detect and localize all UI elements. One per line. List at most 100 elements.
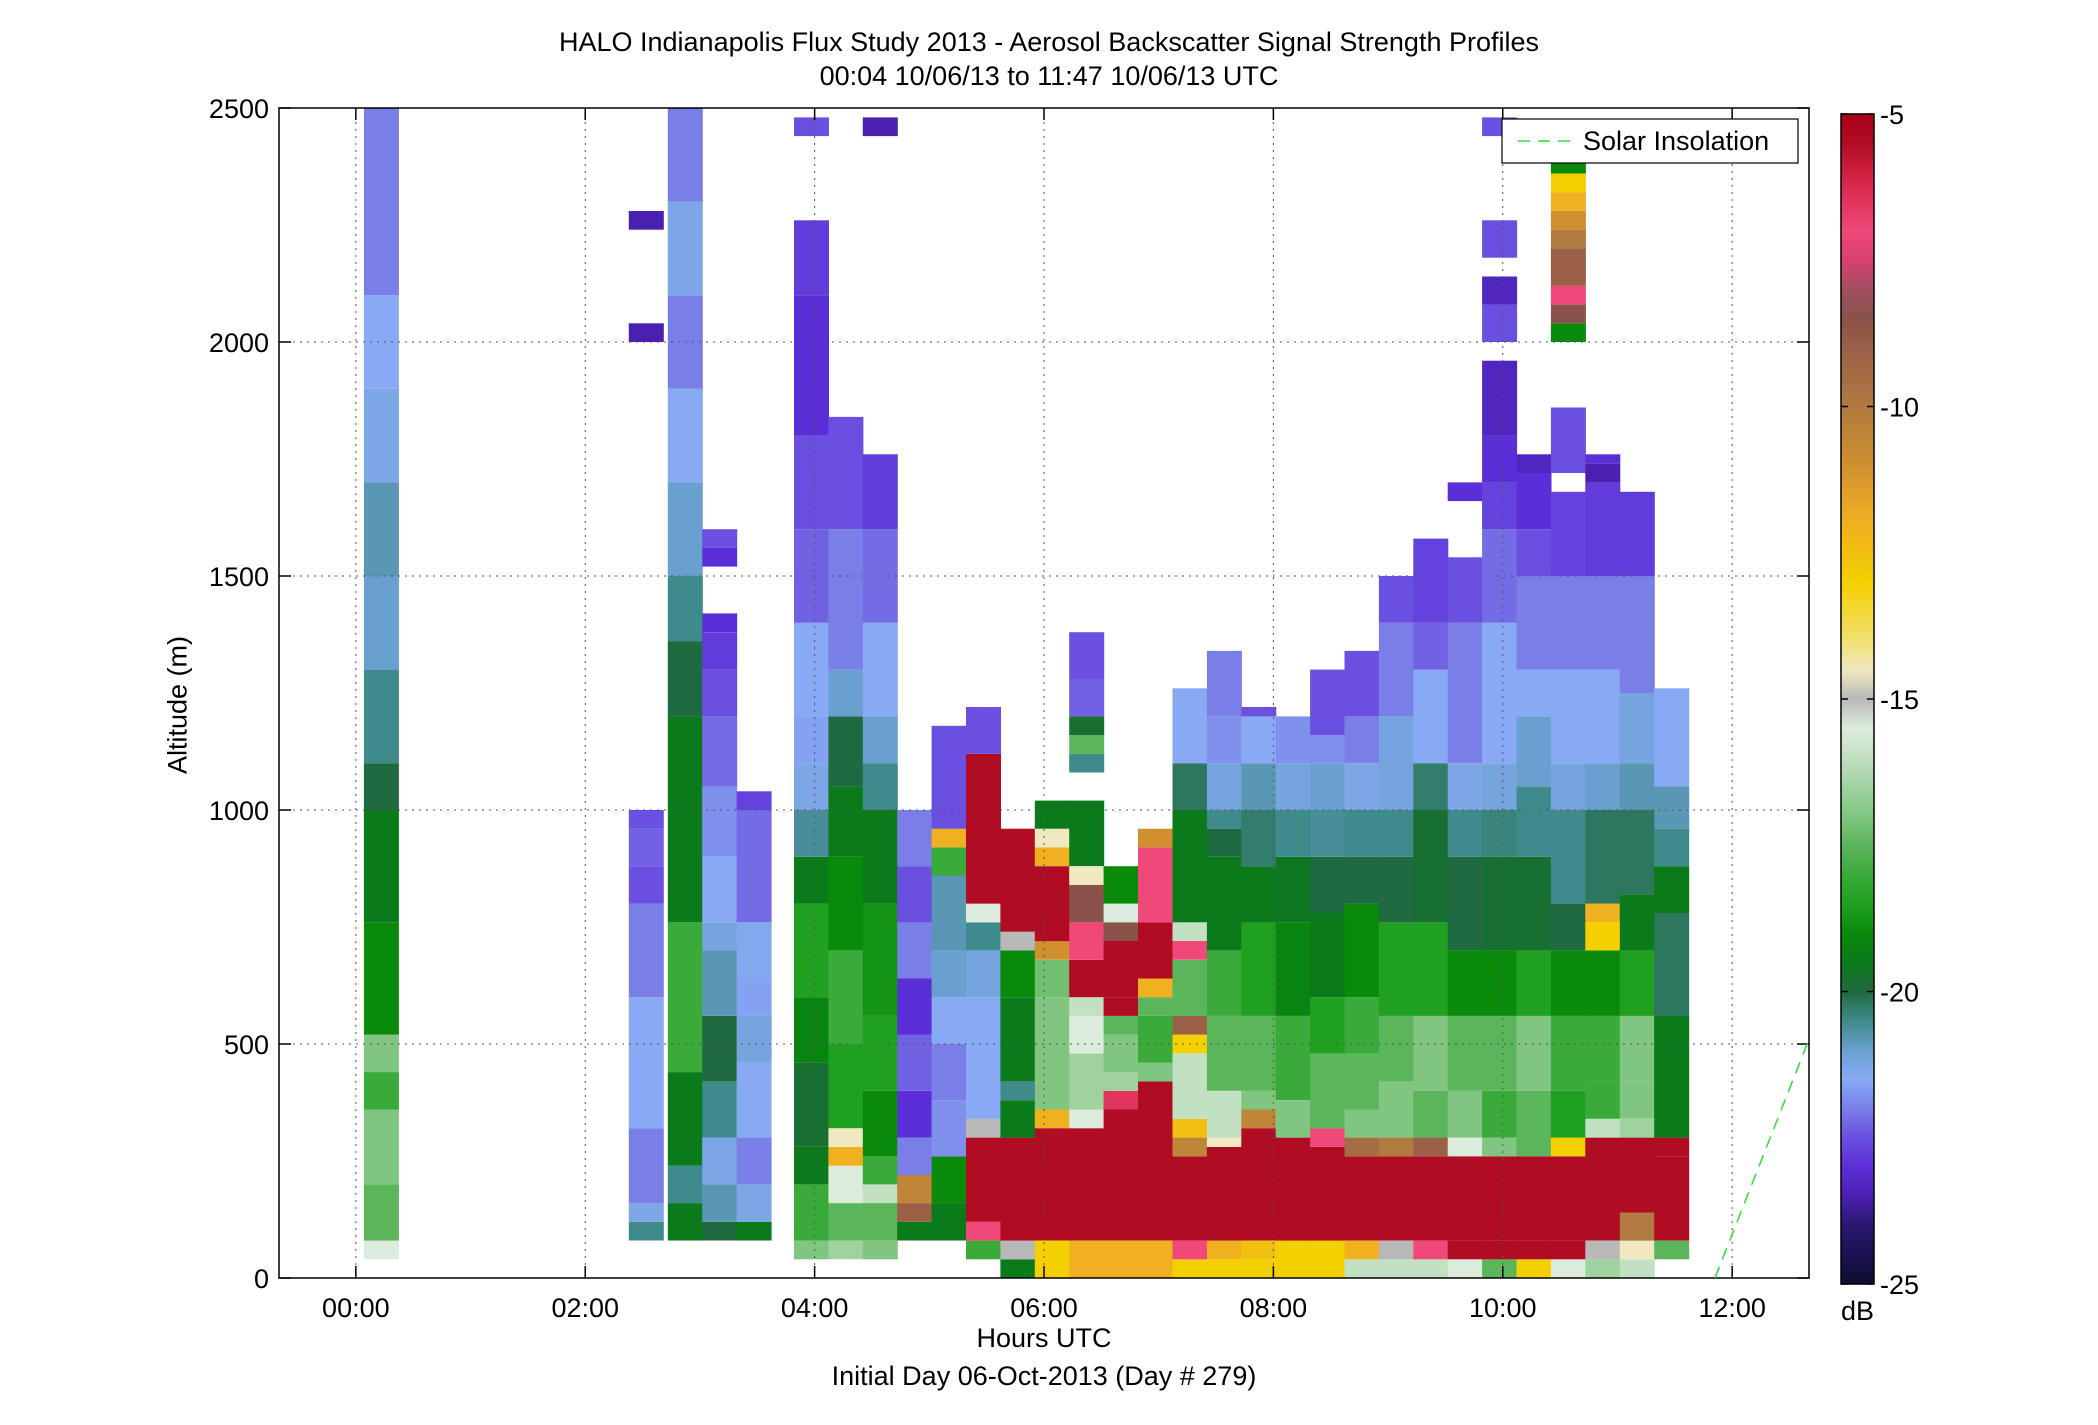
heatmap-cell: [1585, 1015, 1621, 1082]
y-tick-label: 2000: [209, 328, 269, 358]
heatmap-cell: [1550, 1156, 1586, 1241]
heatmap-cell: [1000, 1240, 1036, 1260]
heatmap-cell: [363, 576, 399, 670]
heatmap-cell: [1413, 1259, 1449, 1278]
heatmap-cell: [1275, 1100, 1311, 1138]
heatmap-cell: [1000, 1137, 1036, 1241]
heatmap-cell: [897, 810, 933, 867]
heatmap-cell: [1413, 1090, 1449, 1138]
heatmap-cell: [828, 1240, 864, 1260]
colorbar-tick-label: -15: [1880, 685, 1919, 715]
heatmap-cell: [1069, 1128, 1105, 1241]
heatmap-cell: [1482, 1240, 1518, 1260]
heatmap-cell: [1310, 763, 1346, 810]
heatmap-cell: [1310, 856, 1346, 913]
legend: Solar Insolation: [1501, 118, 1799, 164]
heatmap-cell: [1344, 1156, 1380, 1241]
heatmap-cell: [1344, 903, 1380, 998]
heatmap-cell: [794, 295, 829, 436]
heatmap-cell: [667, 201, 703, 296]
heatmap-cell: [828, 786, 864, 857]
heatmap-cell: [1516, 950, 1552, 1016]
heatmap-cell: [1069, 1109, 1105, 1129]
heatmap-cell: [1550, 576, 1586, 670]
heatmap-cells: [363, 108, 1690, 1278]
colorbar-tick-label: -10: [1880, 393, 1919, 423]
heatmap-cell: [628, 997, 664, 1129]
heatmap-cell: [1172, 1118, 1208, 1138]
heatmap-cell: [736, 978, 772, 1016]
heatmap-cell: [1275, 763, 1311, 810]
heatmap-cell: [1516, 786, 1552, 857]
heatmap-cell: [1585, 1118, 1621, 1138]
heatmap-cell: [1103, 941, 1139, 998]
heatmap-cell: [1378, 622, 1414, 717]
heatmap-cell: [1172, 763, 1208, 810]
heatmap-cell: [1000, 828, 1036, 932]
heatmap-cell: [828, 856, 864, 951]
heatmap-cell: [1654, 828, 1690, 867]
heatmap-cell: [1516, 1090, 1552, 1157]
heatmap-cell: [1206, 650, 1242, 717]
heatmap-cell: [363, 388, 399, 483]
heatmap-cell: [1206, 716, 1242, 764]
heatmap-cell: [1654, 1015, 1690, 1138]
heatmap-cell: [1654, 1240, 1690, 1260]
heatmap-cell: [931, 1156, 967, 1204]
heatmap-cell: [1103, 1072, 1139, 1091]
heatmap-cell: [1172, 1015, 1208, 1035]
heatmap-cell: [862, 1090, 898, 1157]
heatmap-cell: [931, 1203, 967, 1241]
heatmap-cell: [794, 220, 829, 296]
heatmap-cell: [1206, 856, 1242, 951]
heatmap-cell: [1585, 669, 1621, 764]
heatmap-cell: [828, 1203, 864, 1241]
heatmap-cell: [702, 632, 738, 670]
heatmap-cell: [628, 1203, 664, 1222]
heatmap-cell: [1378, 716, 1414, 810]
heatmap-cell: [1206, 1090, 1242, 1138]
heatmap-cell: [363, 1109, 399, 1185]
heatmap-cell: [1550, 192, 1586, 211]
heatmap-cell: [1654, 913, 1690, 1016]
y-axis-label: Altitude (m): [162, 635, 193, 775]
heatmap-cell: [1482, 1090, 1518, 1138]
heatmap-cell: [1585, 903, 1621, 923]
heatmap-cell: [702, 716, 738, 787]
heatmap-cell: [628, 810, 664, 829]
heatmap-cell: [1069, 884, 1105, 923]
heatmap-cell: [1034, 866, 1070, 942]
heatmap-cell: [1516, 1015, 1552, 1091]
heatmap-cell: [794, 763, 829, 810]
heatmap-cell: [702, 1137, 738, 1185]
heatmap-cell: [862, 903, 898, 1016]
heatmap-cell: [1550, 950, 1586, 1016]
heatmap-cell: [363, 922, 399, 1035]
heatmap-cell: [1172, 1240, 1208, 1260]
heatmap-cell: [1310, 1053, 1346, 1129]
heatmap-cell: [628, 903, 664, 998]
heatmap-cell: [702, 950, 738, 1016]
heatmap-cell: [1654, 1137, 1690, 1157]
heatmap-cell: [794, 622, 829, 717]
x-tick-label: 10:00: [1469, 1293, 1537, 1323]
heatmap-cell: [702, 1015, 738, 1082]
heatmap-cell: [1172, 688, 1208, 764]
legend-label: Solar Insolation: [1583, 126, 1769, 156]
heatmap-cell: [931, 847, 967, 876]
heatmap-cell: [1344, 856, 1380, 904]
heatmap-cell: [828, 529, 864, 670]
heatmap-cell: [667, 641, 703, 717]
colorbar-label: dB: [1841, 1296, 1874, 1326]
heatmap-cell: [736, 1184, 772, 1222]
heatmap-cell: [736, 1137, 772, 1185]
heatmap-cell: [1447, 1259, 1483, 1278]
heatmap-cell: [1378, 1259, 1414, 1278]
heatmap-cell: [1516, 576, 1552, 670]
heatmap-cell: [1344, 763, 1380, 810]
heatmap-cell: [363, 108, 399, 296]
heatmap-cell: [667, 576, 703, 642]
heatmap-cell: [1550, 304, 1586, 324]
heatmap-cell: [1000, 997, 1036, 1082]
